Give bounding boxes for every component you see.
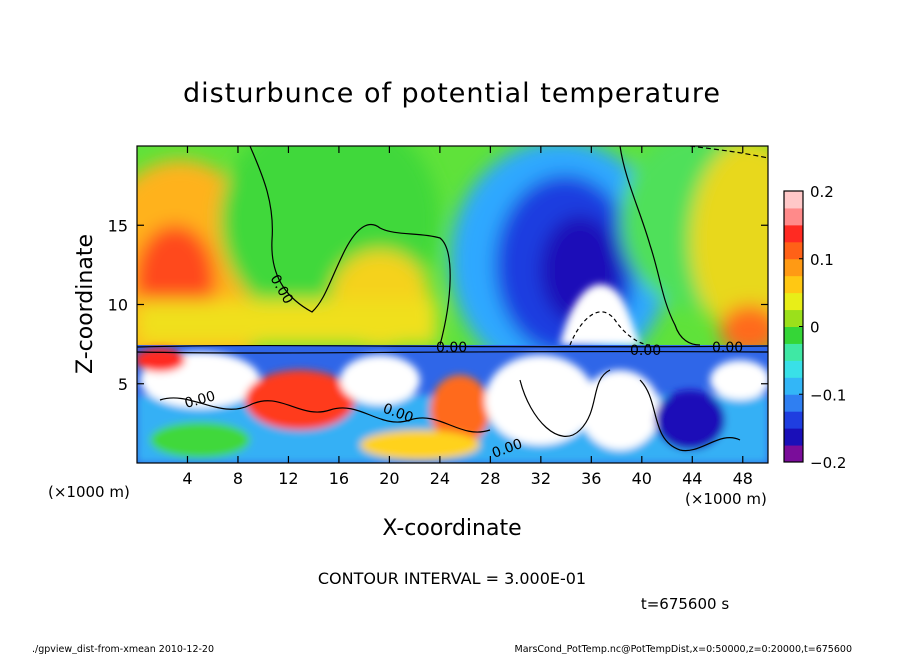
warm-band: [137, 300, 437, 345]
y-axis: 5 10 15: [108, 216, 768, 394]
colorbar-ticks: 0.2 0.1 0 −0.1 −0.2: [799, 183, 846, 472]
chart-title: disturbunce of potential temperature: [183, 78, 721, 109]
patch: [360, 430, 480, 460]
colorbar-swatch: [784, 191, 803, 209]
contour-label: 0.00: [183, 388, 217, 412]
colorbar-swatch: [784, 394, 803, 412]
white-mound: [560, 284, 640, 345]
contour-band-2: [137, 350, 768, 354]
colorbar-swatch: [784, 224, 803, 243]
contour-label: 0.00: [436, 340, 467, 356]
x-tick-label: 24: [430, 469, 450, 488]
y-tick-label: 10: [108, 296, 128, 315]
x-tick-label: 44: [682, 469, 702, 488]
plot-area: 0.00 0.00 0.00 0.00 0.00 0.00 0.00: [137, 146, 768, 463]
x-tick-label: 40: [632, 469, 652, 488]
patch: [485, 355, 595, 445]
time-text: t=675600 s: [641, 595, 729, 613]
patch: [150, 422, 250, 458]
contour-interval-text: CONTOUR INTERVAL = 3.000E-01: [318, 569, 586, 588]
colorbar-tick-label: −0.1: [810, 386, 846, 404]
x-tick-label: 12: [278, 469, 298, 488]
contour-label: 0.00: [712, 340, 743, 356]
footer-left: ./gpview_dist-from-xmean 2010-12-20: [32, 644, 214, 654]
contour-label: 0.00: [630, 343, 661, 359]
colorbar: [784, 191, 803, 463]
y-tick-label: 5: [118, 375, 128, 394]
patch: [655, 390, 725, 450]
x-tick-label: 36: [581, 469, 601, 488]
colorbar-swatch: [784, 377, 803, 395]
colorbar-tick-label: 0.2: [810, 183, 834, 201]
colorbar-tick-label: −0.2: [810, 454, 846, 472]
x-tick-label: 20: [379, 469, 399, 488]
warm-bottom-right: [720, 305, 768, 355]
patch: [245, 370, 355, 430]
x-tick-label: 32: [531, 469, 551, 488]
warm-blob-right: [690, 146, 768, 340]
patch: [137, 348, 185, 372]
contour-mound-dash: [569, 311, 651, 346]
colorbar-swatch: [784, 360, 803, 378]
contour-lower-3: [639, 379, 741, 452]
x-tick-label: 16: [329, 469, 349, 488]
x-unit-left: (×1000 m): [48, 483, 130, 501]
colorbar-swatch: [784, 326, 803, 344]
colorbar-swatch: [784, 445, 803, 463]
y-axis-label: Z-coordinate: [73, 234, 98, 374]
contour-lower-2: [519, 369, 611, 437]
colorbar-swatch: [784, 411, 803, 429]
x-axis: 4 8 12 16 20 24 28 32 36 40 44 48: [182, 146, 753, 488]
contour-top-band: [137, 344, 768, 348]
footer-right: MarsCond_PotTemp.nc@PotTempDist,x=0:5000…: [515, 644, 852, 654]
x-tick-label: 8: [233, 469, 243, 488]
x-unit-right: (×1000 m): [685, 490, 767, 508]
y-tick-label: 15: [108, 216, 128, 235]
patch: [340, 355, 420, 405]
colorbar-swatch: [784, 343, 803, 361]
turbulent-patches: [137, 348, 768, 463]
patch: [430, 375, 490, 445]
colorbar-swatch: [784, 258, 803, 277]
colorbar-tick-label: 0.1: [810, 251, 834, 269]
colorbar-swatch: [784, 275, 803, 294]
contours: [137, 146, 768, 452]
patch: [710, 360, 768, 400]
contour-zero-left: [249, 146, 451, 346]
colorbar-swatch: [784, 207, 803, 226]
colorbar-swatch: [784, 292, 803, 311]
colorbar-swatch: [784, 309, 803, 327]
contour-zero-right: [619, 146, 701, 346]
x-axis-label: X-coordinate: [382, 516, 521, 541]
x-tick-label: 4: [182, 469, 192, 488]
contour-dash-top: [689, 146, 768, 159]
contour-lower: [159, 397, 491, 433]
colorbar-tick-label: 0: [810, 319, 820, 337]
colorbar-swatch: [784, 241, 803, 260]
x-tick-label: 28: [480, 469, 500, 488]
colorbar-swatch: [784, 428, 803, 446]
x-tick-label: 48: [733, 469, 753, 488]
patch: [580, 370, 660, 450]
